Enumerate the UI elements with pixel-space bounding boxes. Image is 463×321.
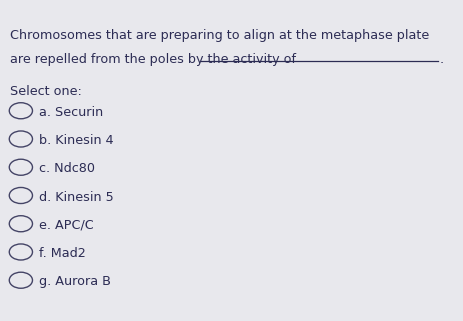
Text: Select one:: Select one: <box>10 85 82 98</box>
Text: Chromosomes that are preparing to align at the metaphase plate: Chromosomes that are preparing to align … <box>10 29 429 42</box>
Text: g. Aurora B: g. Aurora B <box>39 275 111 288</box>
Text: e. APC/C: e. APC/C <box>39 219 94 232</box>
Text: d. Kinesin 5: d. Kinesin 5 <box>39 191 114 204</box>
Text: f. Mad2: f. Mad2 <box>39 247 86 260</box>
Text: .: . <box>439 53 443 66</box>
Text: a. Securin: a. Securin <box>39 106 103 119</box>
Text: are repelled from the poles by the activity of: are repelled from the poles by the activ… <box>10 53 295 66</box>
Text: b. Kinesin 4: b. Kinesin 4 <box>39 134 114 147</box>
Text: c. Ndc80: c. Ndc80 <box>39 162 95 175</box>
